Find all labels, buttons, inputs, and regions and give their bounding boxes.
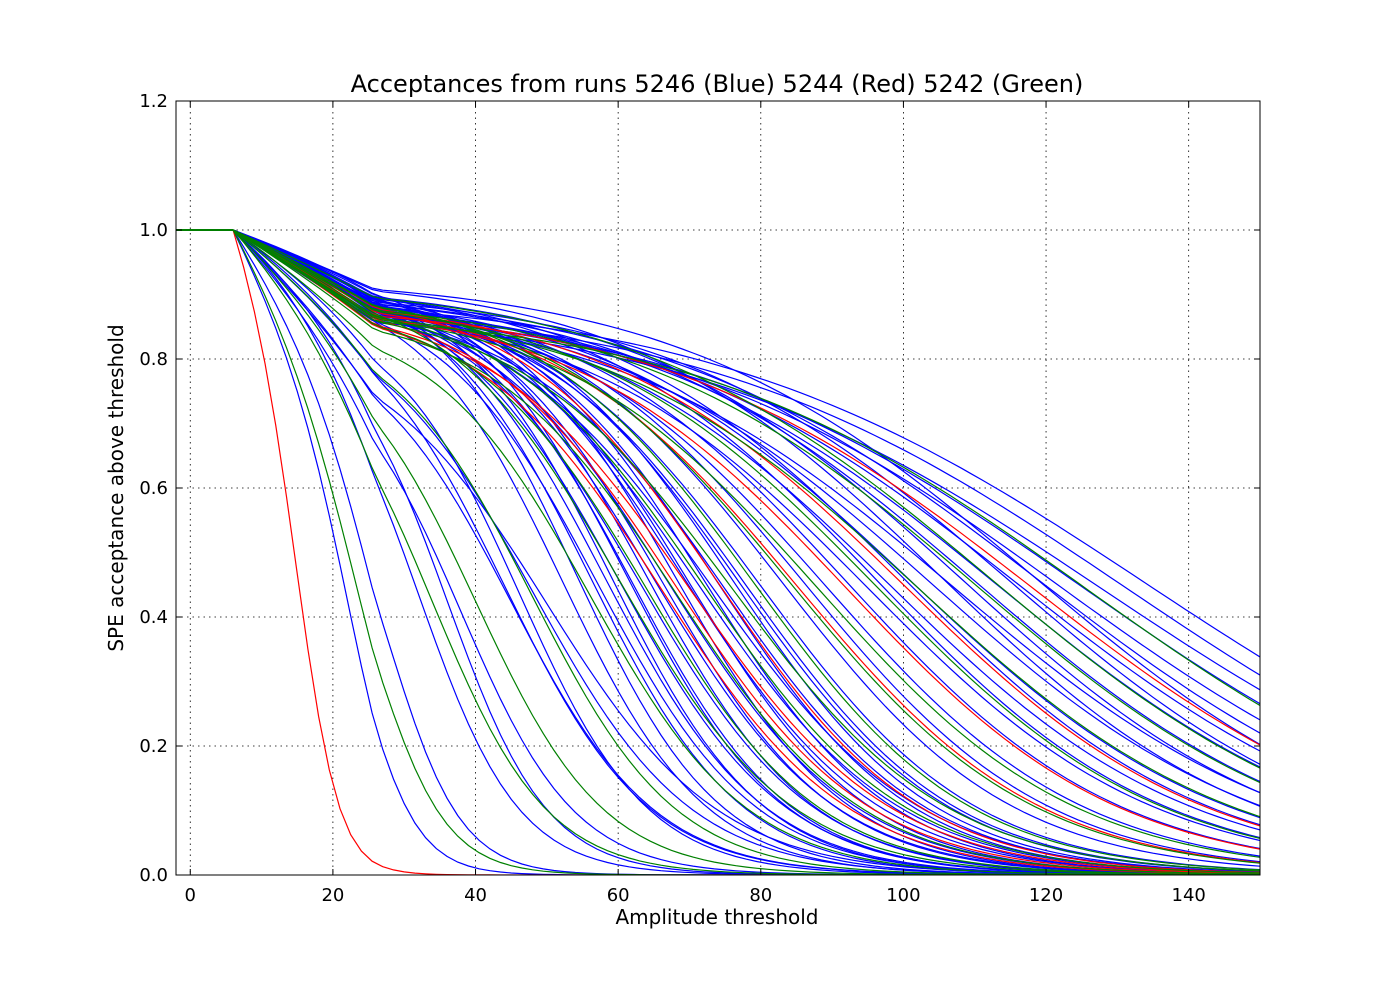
y-tick-label: 0.2 [139, 736, 168, 757]
acceptance-curve [176, 229, 1260, 875]
y-tick-label: 0.4 [139, 607, 168, 628]
series-curves [176, 229, 1260, 875]
acceptance-curve [176, 229, 1260, 707]
x-tick-label: 100 [886, 885, 920, 906]
acceptance-curve [176, 229, 1260, 864]
y-tick-label: 0.6 [139, 478, 168, 499]
chart-title: Acceptances from runs 5246 (Blue) 5244 (… [351, 70, 1084, 98]
x-tick-label: 140 [1172, 885, 1206, 906]
x-tick-label: 120 [1029, 885, 1063, 906]
acceptance-curve [176, 229, 1260, 874]
acceptance-curve [176, 229, 1260, 872]
acceptance-curve [176, 229, 1260, 850]
acceptance-curve [176, 229, 1260, 875]
y-axis-label: SPE acceptance above threshold [104, 324, 128, 651]
x-tick-label: 60 [607, 885, 630, 906]
acceptance-curve [176, 229, 1260, 746]
acceptance-curve [176, 229, 1260, 875]
acceptance-curve [176, 229, 1260, 839]
acceptance-curve [176, 229, 1260, 769]
acceptance-curve [176, 229, 1260, 875]
acceptance-curve [176, 229, 1260, 765]
acceptance-curve [176, 229, 1260, 875]
acceptance-curve [176, 229, 1260, 875]
acceptance-curve [176, 229, 1260, 839]
acceptance-curve [176, 229, 1260, 875]
acceptance-curve [176, 229, 1260, 875]
acceptance-curve [176, 229, 1260, 875]
axis-ticks: 0 20 40 60 80 100 120 140 0.0 0.2 0.4 0.6 0.8 1.0 1.2 [139, 91, 1260, 906]
y-tick-label: 1.2 [139, 91, 168, 112]
acceptance-curve [176, 229, 1260, 875]
acceptance-curve [176, 229, 1260, 875]
y-tick-label: 0.8 [139, 349, 168, 370]
acceptance-curve [176, 229, 1260, 807]
acceptance-curve [176, 229, 1260, 871]
acceptance-curve [176, 229, 1260, 875]
x-axis-label: Amplitude threshold [615, 905, 818, 929]
y-tick-label: 1.0 [139, 220, 168, 241]
acceptance-curve [176, 229, 1260, 873]
acceptance-curve [176, 229, 1260, 875]
acceptance-curve [176, 229, 1260, 875]
x-tick-label: 40 [464, 885, 487, 906]
acceptance-curve [176, 229, 1260, 784]
acceptance-curve [176, 229, 1260, 875]
x-tick-label: 0 [185, 885, 196, 906]
x-tick-label: 20 [321, 885, 344, 906]
acceptance-curve [176, 229, 1260, 858]
x-tick-label: 80 [749, 885, 772, 906]
acceptance-curve [176, 229, 1260, 794]
acceptance-curve [176, 229, 1260, 745]
acceptance-curve [176, 229, 1260, 819]
y-tick-label: 0.0 [139, 865, 168, 886]
acceptance-curve [176, 229, 1260, 864]
